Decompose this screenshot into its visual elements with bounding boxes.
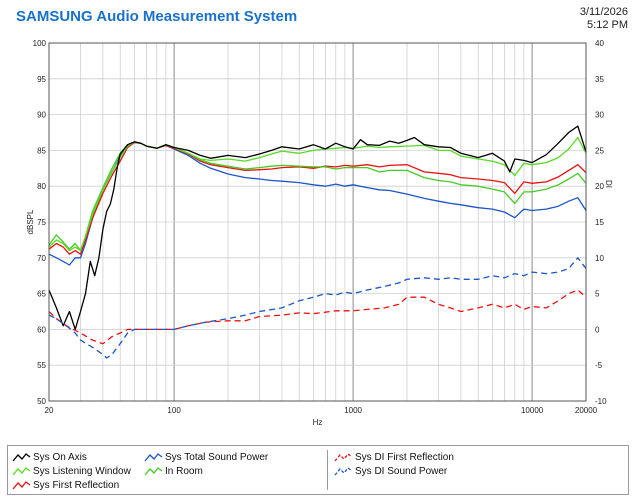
legend-label: Sys DI First Reflection [355, 452, 454, 463]
y2-tick-label: 0 [595, 325, 600, 334]
x-tick-label: 1000 [344, 406, 362, 415]
legend-swatch-icon [12, 479, 31, 491]
y2-tick-label: 40 [595, 39, 604, 48]
tick-labels: 50 55 60 65 70 75 80 85 90 95 100 -10 -5 0 5 10 15 20 25 30… [33, 39, 607, 415]
legend-swatch-icon [12, 451, 31, 463]
curves [49, 126, 586, 358]
frequency-response-chart: 50 55 60 65 70 75 80 85 90 95 100 -10 -5 0 5 10 15 20 25 30… [0, 0, 637, 445]
series-sys-di-sound-power-line [49, 258, 586, 358]
y-tick-label: 70 [37, 254, 46, 263]
legend-item-di-first-reflection: Sys DI First Reflection [334, 450, 454, 464]
legend-label: Sys On Axis [33, 452, 87, 463]
legend-swatch-icon [144, 451, 163, 463]
x-tick-label: 10000 [521, 406, 544, 415]
y-tick-label: 65 [37, 290, 46, 299]
grid [49, 43, 586, 401]
legend-swatch-icon [334, 465, 353, 477]
y2-axis-label: DI [604, 180, 613, 188]
y2-tick-label: -5 [595, 361, 603, 370]
series-sys-di-first-reflection-line [49, 290, 586, 344]
legend-item-in-room: In Room [144, 464, 203, 478]
legend-swatch-icon [144, 465, 163, 477]
legend-label: Sys Total Sound Power [165, 452, 268, 463]
y-tick-label: 50 [37, 397, 46, 406]
legend-item-on-axis: Sys On Axis [12, 450, 87, 464]
series-sys-listening-window-line [49, 138, 586, 251]
y-tick-label: 60 [37, 325, 46, 334]
legend-divider [327, 450, 328, 490]
y-axis-label: dBSPL [26, 209, 35, 234]
series-sys-total-sound-power-line [49, 143, 586, 266]
y-tick-label: 100 [33, 39, 47, 48]
series-in-room-line [49, 142, 586, 251]
y2-tick-label: 10 [595, 254, 604, 263]
y2-tick-label: 30 [595, 111, 604, 120]
y2-tick-label: 5 [595, 290, 600, 299]
y-tick-label: 95 [37, 75, 46, 84]
legend-item-first-reflection: Sys First Reflection [12, 478, 119, 492]
legend-swatch-icon [12, 465, 31, 477]
y2-tick-label: 20 [595, 182, 604, 191]
legend-swatch-icon [334, 451, 353, 463]
y-tick-label: 85 [37, 146, 46, 155]
y-tick-label: 75 [37, 218, 46, 227]
y2-tick-label: 35 [595, 75, 604, 84]
y-tick-label: 90 [37, 111, 46, 120]
x-tick-label: 20 [45, 406, 54, 415]
y-tick-label: 80 [37, 182, 46, 191]
y2-tick-label: -10 [595, 397, 607, 406]
x-axis-label: Hz [313, 418, 323, 427]
legend-label: Sys Listening Window [33, 466, 131, 477]
legend-item-total-sound-power: Sys Total Sound Power [144, 450, 268, 464]
legend-item-di-sound-power: Sys DI Sound Power [334, 464, 447, 478]
legend-item-listening-window: Sys Listening Window [12, 464, 131, 478]
x-tick-label: 20000 [575, 406, 598, 415]
y2-tick-label: 15 [595, 218, 604, 227]
x-tick-label: 100 [167, 406, 181, 415]
legend: Sys On Axis Sys Listening Window Sys Fir… [7, 445, 629, 495]
legend-label: Sys DI Sound Power [355, 466, 447, 477]
legend-label: Sys First Reflection [33, 480, 119, 491]
legend-label: In Room [165, 466, 203, 477]
y2-tick-label: 25 [595, 146, 604, 155]
series-sys-on-axis-line [49, 126, 586, 329]
series-sys-first-reflection-line [49, 143, 586, 255]
y-tick-label: 55 [37, 361, 46, 370]
